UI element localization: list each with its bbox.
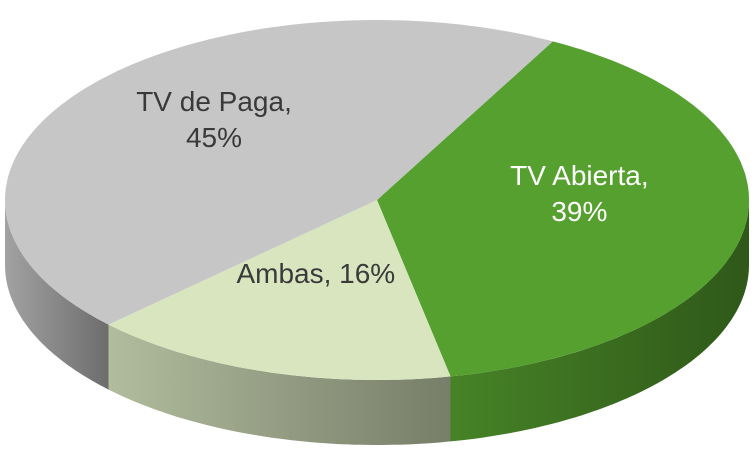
slice-side xyxy=(5,200,109,390)
data-label: Ambas, 16% xyxy=(236,258,396,290)
data-label: TV de Paga, 45% xyxy=(136,86,292,154)
slice xyxy=(5,20,553,325)
data-label: TV Abierta, 39% xyxy=(510,160,649,228)
slice-side xyxy=(108,324,451,445)
slice xyxy=(108,200,451,380)
slice-side xyxy=(450,200,749,442)
slice xyxy=(377,41,749,377)
